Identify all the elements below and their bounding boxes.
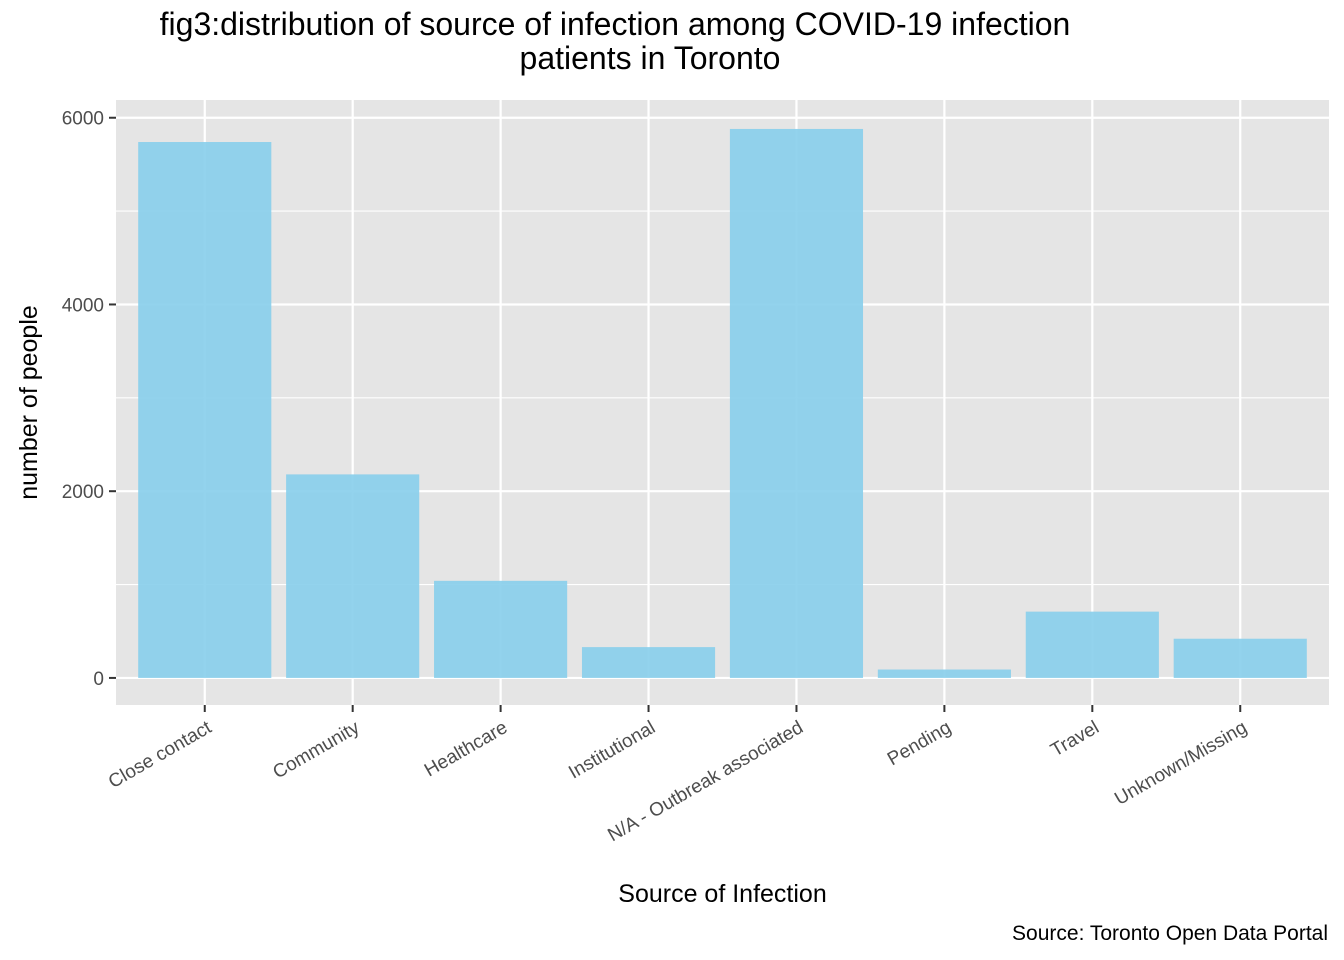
bar [877, 669, 1011, 678]
source-caption: Source: Toronto Open Data Portal [1012, 922, 1328, 945]
y-tick-label: 6000 [62, 109, 104, 130]
x-tick-label: Pending [884, 717, 955, 770]
bar [1173, 638, 1307, 678]
bar [286, 474, 420, 678]
x-tick-label: Close contact [105, 717, 216, 793]
bar [581, 647, 716, 678]
x-tick-label: Community [269, 717, 363, 783]
bar [434, 580, 568, 678]
chart-title: fig3:distribution of source of infection… [0, 6, 1230, 76]
x-tick-label: Institutional [565, 717, 659, 783]
x-axis-title: Source of Infection [618, 880, 826, 908]
bar [138, 142, 272, 678]
y-tick-label: 4000 [62, 295, 104, 316]
chart-title-line2: patients in Toronto [519, 39, 781, 76]
y-tick-label: 2000 [62, 482, 104, 503]
y-tick-label: 0 [93, 669, 104, 690]
x-tick-label: Travel [1047, 717, 1103, 761]
x-tick-label: Healthcare [421, 717, 511, 781]
x-tick-label: Unknown/Missing [1111, 717, 1250, 810]
chart-title-line1: fig3:distribution of source of infection… [159, 6, 1071, 42]
bar [729, 128, 864, 678]
bar [1025, 611, 1159, 678]
y-axis-title: number of people [15, 305, 43, 500]
